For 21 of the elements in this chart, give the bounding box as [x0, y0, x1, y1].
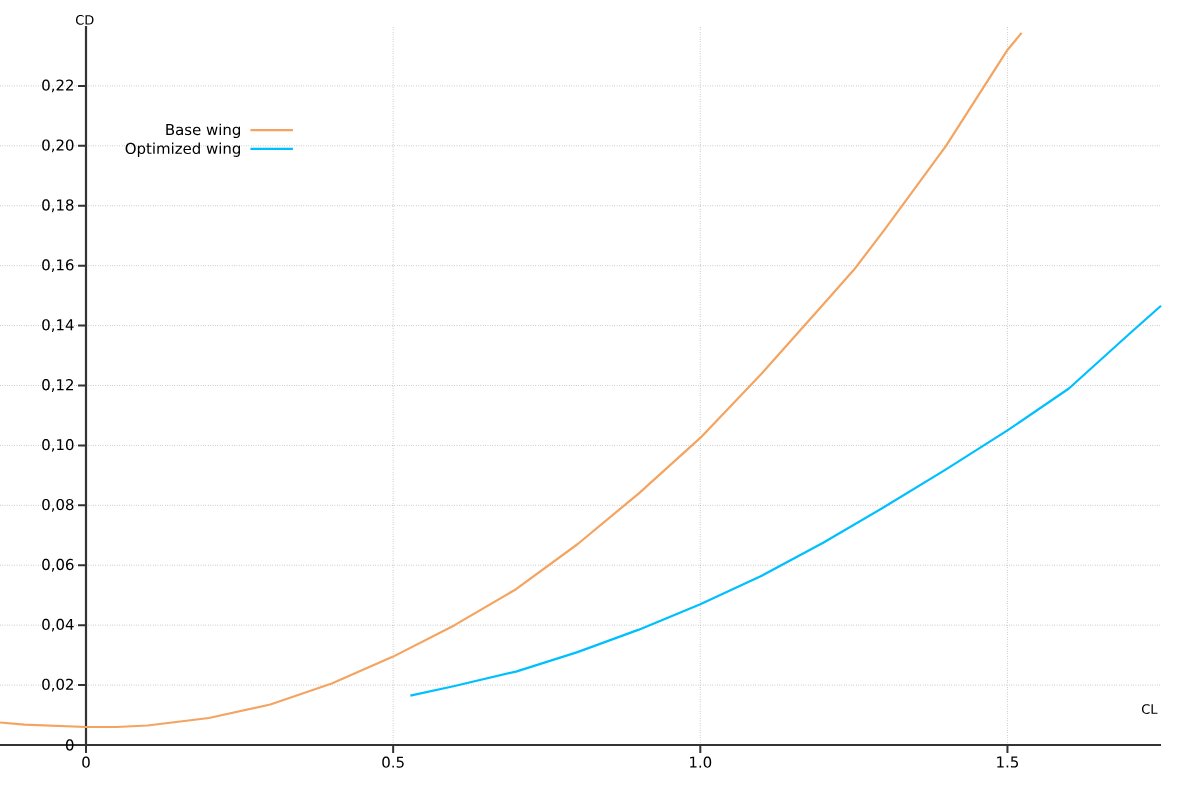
legend-label: Optimized wing	[125, 142, 240, 157]
y-tick-label: 0,14	[42, 319, 74, 332]
x-tick-label: 1.0	[690, 756, 712, 768]
legend-label: Base wing	[166, 123, 240, 139]
x-tick-label: 0	[82, 756, 90, 768]
line-series	[409, 304, 1163, 697]
y-tick-label: 0,22	[42, 79, 73, 93]
y-tick-label: 0,10	[42, 438, 74, 452]
y-tick-label: 0,18	[42, 199, 74, 213]
y-tick-label: 0,20	[42, 139, 74, 153]
y-tick-label: 0,08	[42, 498, 74, 512]
y-tick-label: 0,12	[42, 379, 73, 392]
y-axis-title: CD	[75, 14, 94, 25]
line-series	[0, 31, 1023, 729]
y-tick-label: 0,04	[42, 618, 74, 632]
x-tick-label: 0.5	[382, 756, 404, 768]
x-axis-title: CL	[1141, 704, 1158, 714]
y-tick-label: 0,02	[42, 678, 73, 692]
x-tick-label: 1.5	[997, 756, 1019, 768]
y-tick-label: 0,06	[42, 558, 74, 572]
y-tick-label: 0,16	[42, 259, 74, 273]
